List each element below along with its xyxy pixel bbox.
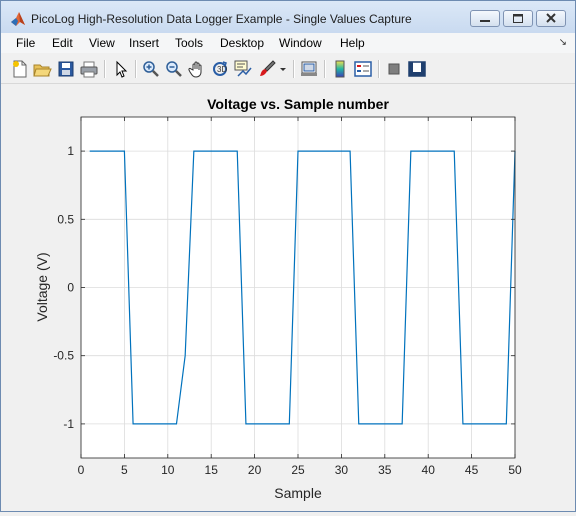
save-icon[interactable] bbox=[56, 59, 76, 79]
x-tick-label: 15 bbox=[205, 463, 219, 477]
x-tick-labels: 0 5 10 15 20 25 30 35 40 45 50 bbox=[78, 463, 522, 477]
svg-text:3D: 3D bbox=[217, 65, 227, 74]
pan-icon[interactable] bbox=[187, 59, 207, 79]
toolbar-separator bbox=[378, 60, 380, 78]
x-tick-label: 45 bbox=[465, 463, 479, 477]
menu-bar: File Edit View Insert Tools Desktop Wind… bbox=[1, 33, 575, 53]
y-tick-labels: -1 -0.5 0 0.5 1 bbox=[53, 144, 74, 431]
pointer-icon[interactable] bbox=[111, 59, 131, 79]
menu-window[interactable]: Window bbox=[279, 36, 322, 50]
figure-toolbar: 3D bbox=[1, 55, 575, 84]
x-tick-label: 10 bbox=[161, 463, 175, 477]
maximize-button[interactable] bbox=[503, 10, 533, 27]
voltage-series-line bbox=[89, 150, 516, 425]
brush-icon[interactable] bbox=[257, 59, 277, 79]
x-tick-label: 50 bbox=[508, 463, 522, 477]
x-tick-label: 40 bbox=[422, 463, 436, 477]
new-figure-icon[interactable] bbox=[10, 59, 30, 79]
dock-figure-icon[interactable]: ↘ bbox=[558, 37, 567, 48]
data-series bbox=[89, 150, 516, 425]
print-preview-icon[interactable] bbox=[299, 59, 319, 79]
y-tick-label: -1 bbox=[63, 417, 74, 431]
y-tick-label: -0.5 bbox=[53, 349, 74, 363]
colorbar-icon[interactable] bbox=[330, 59, 350, 79]
show-plot-tools-icon[interactable] bbox=[407, 59, 427, 79]
close-button[interactable] bbox=[536, 10, 566, 27]
menu-help[interactable]: Help bbox=[340, 36, 365, 50]
rotate-3d-icon[interactable]: 3D bbox=[210, 59, 230, 79]
x-tick-label: 35 bbox=[378, 463, 392, 477]
toolbar-separator bbox=[135, 60, 137, 78]
window-title: PicoLog High-Resolution Data Logger Exam… bbox=[31, 12, 412, 26]
tick-marks bbox=[80, 117, 516, 458]
title-bar[interactable]: PicoLog High-Resolution Data Logger Exam… bbox=[1, 1, 575, 33]
x-tick-label: 25 bbox=[291, 463, 305, 477]
x-tick-label: 5 bbox=[121, 463, 128, 477]
y-tick-label: 1 bbox=[67, 144, 74, 158]
y-tick-label: 0.5 bbox=[57, 212, 74, 226]
data-cursor-icon[interactable] bbox=[233, 59, 253, 79]
y-axis-label: Voltage (V) bbox=[34, 252, 50, 321]
menu-view[interactable]: View bbox=[89, 36, 115, 50]
voltage-chart[interactable]: Voltage vs. Sample number 0 5 10 15 20 25 30 35… bbox=[1, 84, 575, 511]
x-axis-label: Sample bbox=[274, 485, 322, 501]
menu-edit[interactable]: Edit bbox=[52, 36, 73, 50]
y-tick-label: 0 bbox=[67, 281, 74, 295]
menu-file[interactable]: File bbox=[16, 36, 36, 50]
menu-tools[interactable]: Tools bbox=[175, 36, 204, 50]
print-icon[interactable] bbox=[79, 59, 99, 79]
open-file-icon[interactable] bbox=[32, 59, 52, 79]
toolbar-separator bbox=[324, 60, 326, 78]
menu-desktop[interactable]: Desktop bbox=[220, 36, 265, 50]
x-tick-label: 30 bbox=[335, 463, 349, 477]
figure-area: Voltage vs. Sample number 0 5 10 15 20 25 30 35… bbox=[1, 84, 575, 511]
x-tick-label: 20 bbox=[248, 463, 262, 477]
zoom-in-icon[interactable] bbox=[141, 59, 161, 79]
menu-insert[interactable]: Insert bbox=[129, 36, 160, 50]
chart-title: Voltage vs. Sample number bbox=[207, 96, 389, 112]
matlab-logo-icon bbox=[10, 11, 26, 27]
x-tick-label: 0 bbox=[78, 463, 85, 477]
toolbar-separator bbox=[293, 60, 295, 78]
minimize-button[interactable] bbox=[470, 10, 500, 27]
hide-plot-tools-icon[interactable] bbox=[384, 59, 404, 79]
zoom-out-icon[interactable] bbox=[164, 59, 184, 79]
brush-dropdown-icon[interactable] bbox=[278, 59, 288, 79]
legend-icon[interactable] bbox=[353, 59, 373, 79]
toolbar-separator bbox=[104, 60, 106, 78]
